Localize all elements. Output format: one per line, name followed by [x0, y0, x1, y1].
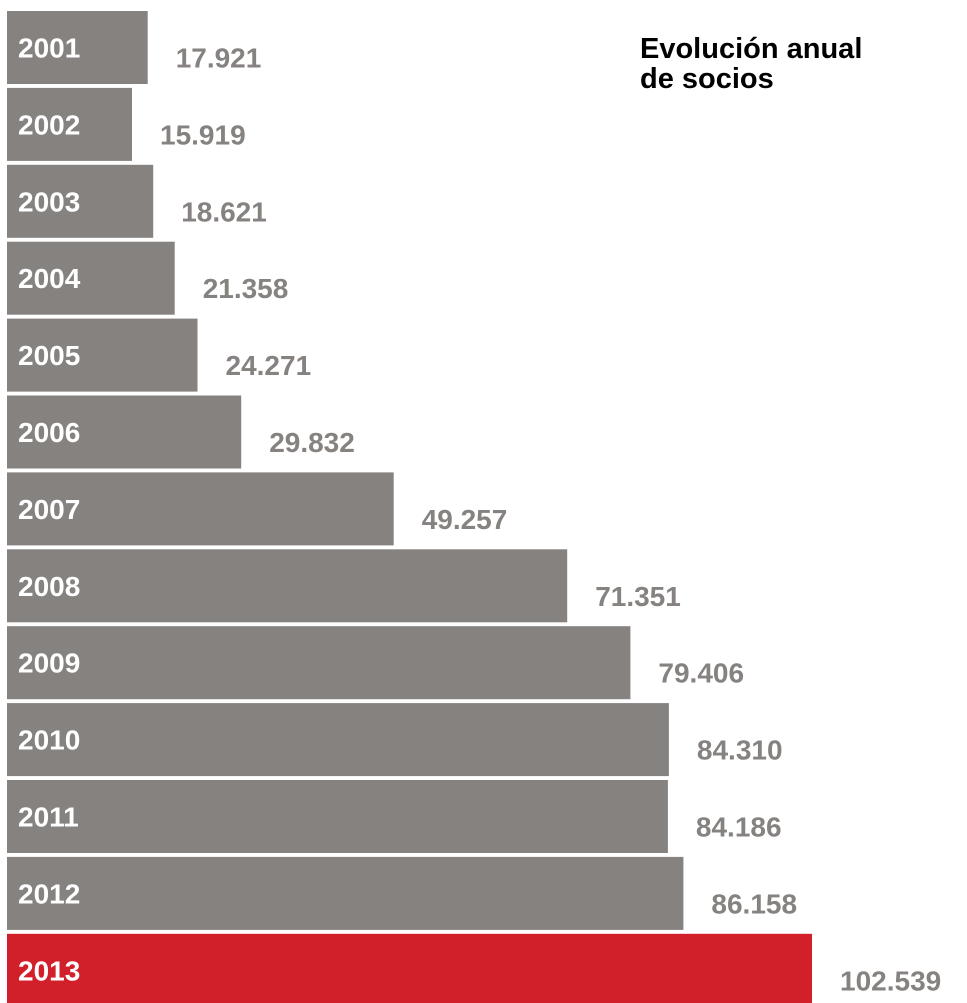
category-label-2002: 2002 — [18, 109, 80, 140]
value-label-2005: 24.271 — [226, 350, 312, 381]
bar-group-2001: 2001 17.921 — [7, 11, 261, 84]
bar-group-2013: 2013 102.539 — [7, 933, 941, 1003]
value-label-2002: 15.919 — [160, 119, 246, 150]
category-label-2004: 2004 — [18, 263, 81, 294]
bar-2008 — [7, 549, 568, 623]
chart-title: Evolución anual de socios — [640, 34, 862, 94]
bar-2002 — [7, 87, 132, 161]
bar-2007 — [7, 472, 394, 546]
value-label-2011: 84.186 — [696, 812, 782, 843]
value-label-2013: 102.539 — [840, 965, 941, 996]
bar-group-2011: 2011 84.186 — [7, 780, 782, 853]
bar-group-2012: 2012 86.158 — [7, 856, 797, 930]
category-label-2011: 2011 — [18, 802, 79, 833]
category-label-2008: 2008 — [18, 571, 80, 602]
category-label-2013: 2013 — [18, 955, 80, 986]
bar-group-2003: 2003 18.621 — [7, 164, 267, 238]
bar-group-2006: 2006 29.832 — [7, 395, 355, 469]
bar-2003 — [7, 164, 154, 238]
category-label-2010: 2010 — [18, 725, 80, 756]
bar-2006 — [7, 395, 242, 469]
chart-title-line-2: de socios — [640, 63, 774, 95]
bar-group-2008: 2008 71.351 — [7, 549, 681, 623]
bar-2010 — [7, 703, 669, 777]
value-label-2008: 71.351 — [595, 581, 681, 612]
value-label-2009: 79.406 — [658, 658, 744, 689]
value-label-2004: 21.358 — [203, 273, 289, 304]
value-label-2007: 49.257 — [422, 504, 508, 535]
category-label-2001: 2001 — [18, 33, 80, 64]
category-label-2005: 2005 — [18, 340, 80, 371]
value-label-2003: 18.621 — [181, 196, 267, 227]
value-label-2006: 29.832 — [269, 427, 355, 458]
value-label-2010: 84.310 — [697, 735, 783, 766]
bar-2012 — [7, 856, 684, 930]
bar-group-2005: 2005 24.271 — [7, 318, 312, 392]
bar-group-2009: 2009 79.406 — [7, 626, 744, 700]
chart-title-line-1: Evolución anual — [640, 33, 863, 65]
bar-2009 — [7, 626, 631, 700]
bar-group-2007: 2007 49.257 — [7, 472, 508, 546]
bar-2001 — [7, 11, 148, 84]
bar-2004 — [7, 241, 175, 315]
category-label-2009: 2009 — [18, 648, 80, 679]
bar-2005 — [7, 318, 198, 392]
bar-2013 — [7, 933, 812, 1003]
value-label-2001: 17.921 — [176, 43, 262, 74]
value-label-2012: 86.158 — [711, 888, 797, 919]
category-label-2012: 2012 — [18, 878, 80, 909]
bar-group-2004: 2004 21.358 — [7, 241, 289, 315]
category-label-2007: 2007 — [18, 494, 80, 525]
category-label-2006: 2006 — [18, 417, 80, 448]
bar-group-2010: 2010 84.310 — [7, 703, 783, 777]
category-label-2003: 2003 — [18, 186, 80, 217]
bar-group-2002: 2002 15.919 — [7, 87, 246, 161]
bar-2011 — [7, 780, 668, 853]
